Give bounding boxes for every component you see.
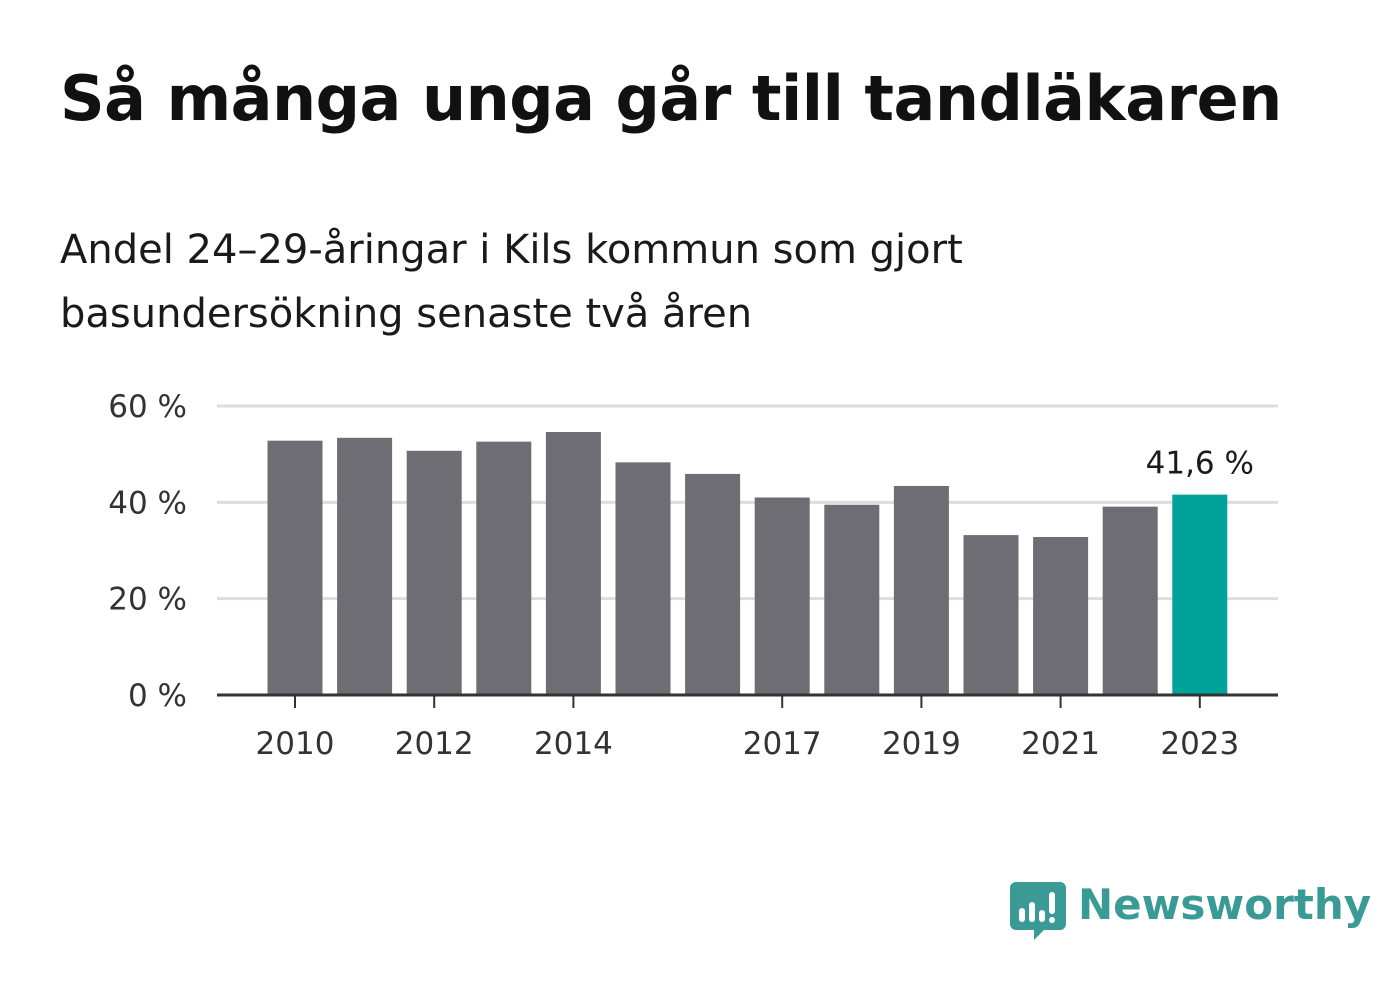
bar-2015 (615, 462, 671, 695)
y-tick-label: 40 % (108, 485, 187, 521)
bar-2023 (1172, 494, 1228, 695)
chart-subtitle: Andel 24–29-åringar i Kils kommun som gj… (60, 227, 963, 337)
newsworthy-logo-icon (1010, 882, 1066, 940)
bar-2022 (1102, 506, 1158, 695)
bar-2010 (267, 440, 323, 695)
x-tick-label: 2023 (1160, 726, 1239, 762)
x-axis-ticks: 2010 2012 2014 2017 2019 2021 2023 (256, 695, 1239, 762)
brand-name: Newsworthy (1078, 880, 1372, 929)
bar-2016 (685, 473, 741, 695)
bar-2018 (824, 504, 880, 695)
bar-2011 (337, 437, 393, 695)
bar-2014 (545, 432, 601, 695)
y-axis-ticks: 0 % 20 % 40 % 60 % (108, 389, 187, 714)
y-tick-label: 20 % (108, 582, 187, 618)
x-tick-label: 2019 (882, 726, 961, 762)
chart-title: Så många unga går till tandläkaren (60, 62, 1282, 135)
gridlines (217, 404, 1278, 601)
x-tick-label: 2012 (395, 726, 474, 762)
x-tick-label: 2014 (534, 726, 613, 762)
x-tick-label: 2021 (1021, 726, 1100, 762)
y-tick-label: 0 % (128, 678, 187, 714)
bar-2019 (893, 485, 949, 695)
bar-2012 (406, 450, 462, 695)
y-tick-label: 60 % (108, 389, 187, 425)
bars (267, 432, 1228, 695)
bar-2013 (476, 441, 532, 695)
x-tick-label: 2017 (743, 726, 822, 762)
highlight-value-label: 41,6 % (1146, 446, 1254, 482)
bar-2021 (1033, 537, 1089, 695)
bar-2017 (754, 497, 810, 695)
x-tick-label: 2010 (256, 726, 335, 762)
bar-2020 (963, 535, 1019, 695)
